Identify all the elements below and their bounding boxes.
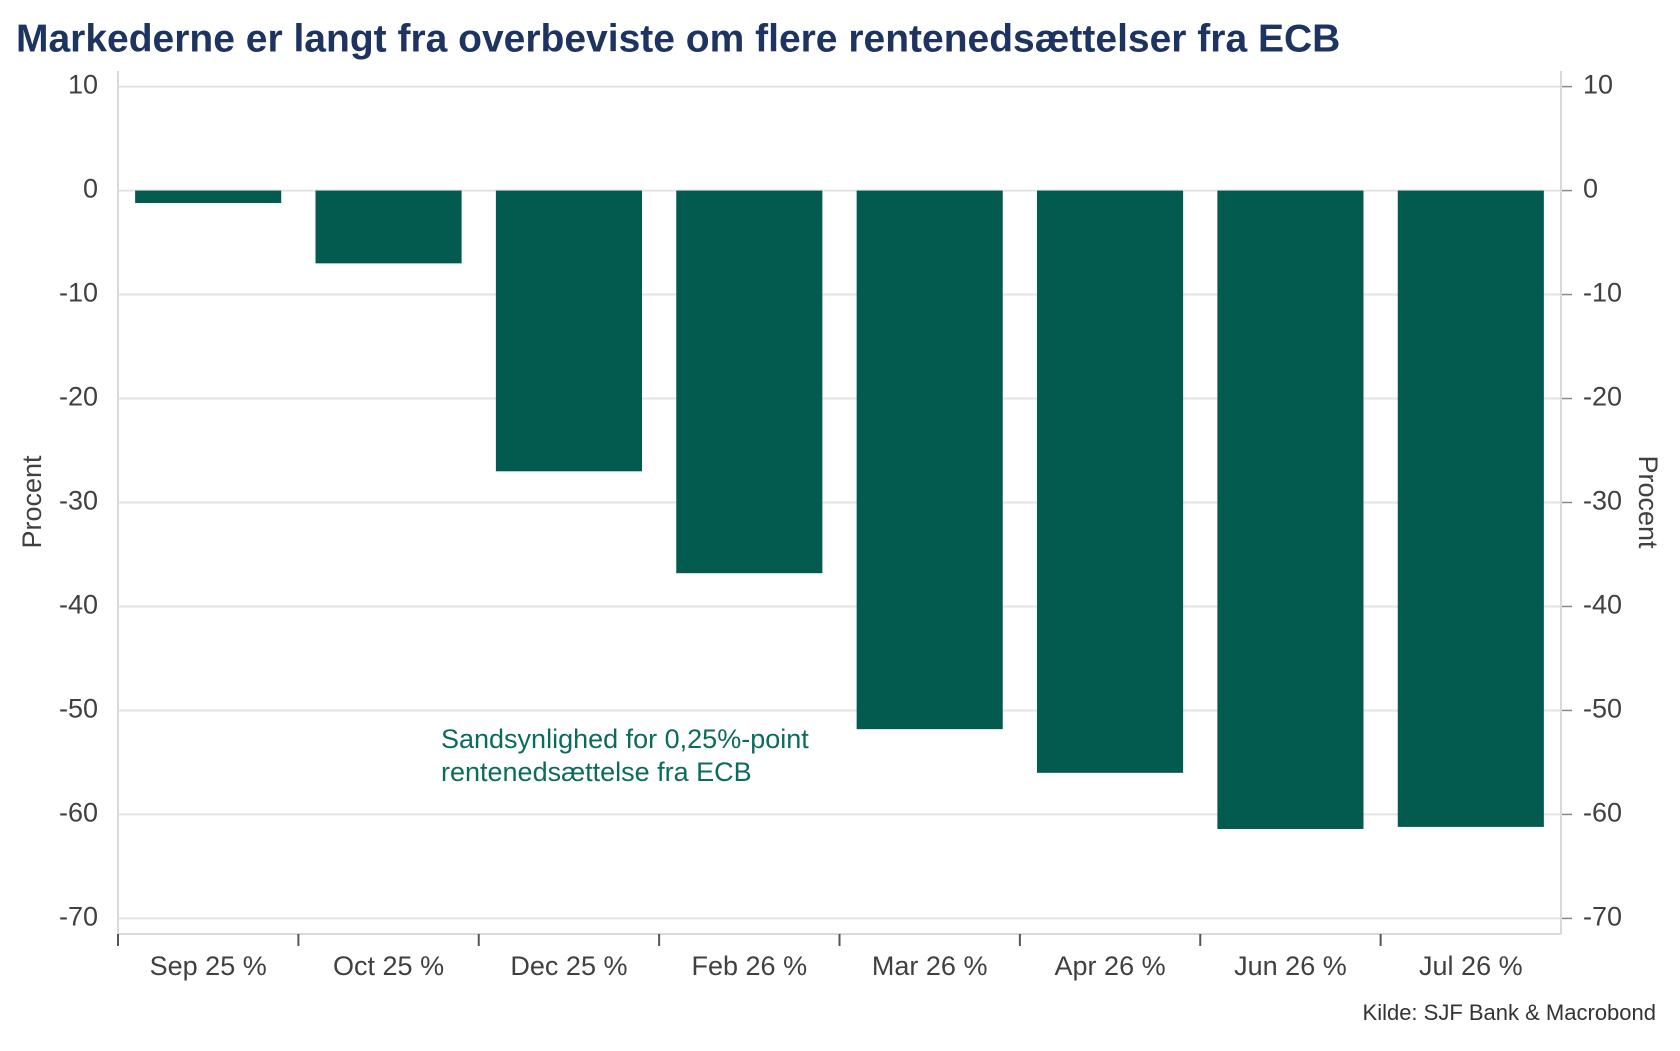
y2-tick-label: -50 bbox=[1583, 694, 1622, 724]
bar bbox=[1037, 190, 1184, 773]
y2-tick-label: 0 bbox=[1583, 174, 1598, 204]
x-tick-label: Sep 25 % bbox=[150, 951, 267, 981]
y-axis-label: Procent bbox=[17, 455, 47, 549]
x-tick-label: Jul 26 % bbox=[1419, 951, 1523, 981]
x-tick-label: Feb 26 % bbox=[692, 951, 808, 981]
y2-tick-label: 10 bbox=[1583, 70, 1613, 100]
x-tick-label: Oct 25 % bbox=[333, 951, 444, 981]
y-tick-label: 10 bbox=[68, 70, 98, 100]
y-tick-label: -20 bbox=[59, 382, 98, 412]
y2-tick-label: -20 bbox=[1583, 382, 1622, 412]
bar bbox=[495, 190, 642, 472]
x-tick-label: Jun 26 % bbox=[1234, 951, 1347, 981]
x-tick-label: Mar 26 % bbox=[872, 951, 988, 981]
y2-axis-label: Procent bbox=[1633, 455, 1663, 549]
chart-title: Markederne er langt fra overbeviste om f… bbox=[16, 17, 1340, 60]
y2-tick-label: -10 bbox=[1583, 278, 1622, 308]
bar bbox=[315, 190, 462, 264]
y-tick-label: 0 bbox=[83, 174, 98, 204]
x-tick-label: Apr 26 % bbox=[1055, 951, 1166, 981]
source-note: Kilde: SJF Bank & Macrobond bbox=[1363, 1000, 1656, 1025]
bar bbox=[856, 190, 1003, 730]
y-tick-label: -10 bbox=[59, 278, 98, 308]
y2-tick-label: -70 bbox=[1583, 902, 1622, 932]
y-tick-label: -70 bbox=[59, 902, 98, 932]
y2-tick-label: -40 bbox=[1583, 590, 1622, 620]
y-tick-label: -40 bbox=[59, 590, 98, 620]
bar bbox=[676, 190, 823, 574]
y-tick-label: -60 bbox=[59, 798, 98, 828]
y-tick-label: -50 bbox=[59, 694, 98, 724]
y2-tick-label: -60 bbox=[1583, 798, 1622, 828]
bar bbox=[135, 190, 282, 204]
bar bbox=[1397, 190, 1544, 827]
annotation: rentenedsættelse fra ECB bbox=[441, 757, 752, 787]
y-tick-label: -30 bbox=[59, 486, 98, 516]
annotation: Sandsynlighed for 0,25%-point bbox=[441, 724, 809, 754]
y2-tick-label: -30 bbox=[1583, 486, 1622, 516]
bar bbox=[1217, 190, 1364, 829]
x-tick-label: Dec 25 % bbox=[510, 951, 627, 981]
